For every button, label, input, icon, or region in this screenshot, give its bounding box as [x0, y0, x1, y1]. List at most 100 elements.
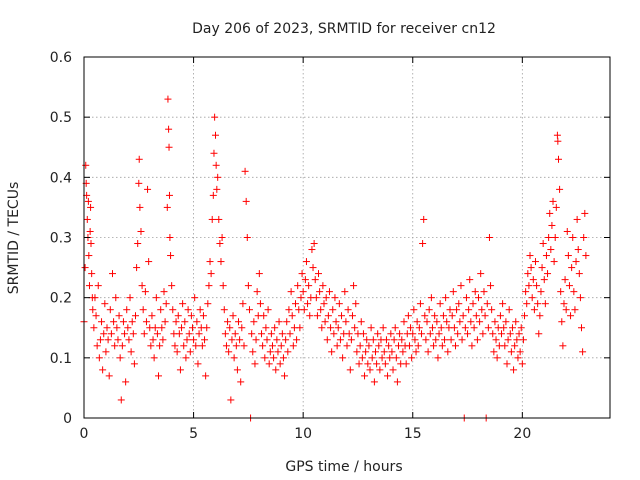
data-point — [238, 324, 246, 332]
data-point — [475, 294, 482, 302]
data-point — [302, 258, 310, 266]
data-point — [414, 342, 422, 350]
data-point — [309, 264, 317, 272]
data-point — [461, 324, 469, 332]
data-point — [161, 318, 169, 326]
data-point — [222, 342, 230, 350]
x-tick-label: 0 — [80, 426, 89, 442]
data-point — [345, 330, 353, 338]
data-point — [388, 348, 396, 356]
data-point — [567, 312, 575, 320]
data-point — [558, 318, 566, 326]
data-point — [415, 324, 423, 332]
data-point — [211, 113, 219, 121]
data-point — [99, 366, 107, 374]
data-point — [353, 348, 361, 356]
data-point — [549, 197, 557, 205]
data-point — [207, 270, 215, 278]
data-point — [363, 336, 371, 344]
data-point — [213, 185, 221, 193]
data-point — [327, 324, 335, 332]
data-point — [98, 318, 106, 326]
data-point — [210, 149, 218, 157]
data-point — [368, 354, 376, 362]
data-point — [581, 209, 589, 217]
y-tick-label: 0.6 — [50, 50, 72, 66]
data-point — [259, 342, 267, 350]
data-point — [221, 330, 229, 338]
data-point — [420, 215, 428, 223]
data-point — [416, 300, 424, 308]
data-point — [402, 360, 410, 368]
data-point — [95, 354, 103, 362]
x-tick-label: 5 — [189, 426, 198, 442]
data-point — [506, 330, 514, 338]
data-point — [235, 318, 243, 326]
data-point — [297, 294, 305, 302]
data-point — [190, 336, 198, 344]
data-point — [552, 203, 560, 211]
data-point — [464, 330, 472, 338]
data-point — [347, 336, 355, 344]
data-point — [132, 312, 140, 320]
data-point — [504, 336, 512, 344]
data-point — [316, 288, 324, 296]
data-point — [296, 324, 304, 332]
data-point — [496, 312, 504, 320]
data-point — [380, 348, 388, 356]
data-point — [301, 276, 309, 284]
data-point — [387, 330, 395, 338]
data-point — [100, 330, 108, 338]
data-point — [559, 342, 567, 350]
data-point — [366, 366, 374, 374]
data-point — [191, 294, 199, 302]
data-point — [275, 318, 283, 326]
data-point — [308, 246, 316, 254]
data-point — [428, 324, 436, 332]
data-point — [224, 318, 232, 326]
data-point — [573, 215, 581, 223]
data-point — [436, 300, 444, 308]
data-point — [281, 372, 289, 380]
data-point — [395, 342, 403, 350]
data-point — [86, 227, 94, 235]
data-point — [165, 143, 173, 151]
data-point — [447, 336, 455, 344]
data-point — [248, 330, 256, 338]
data-point — [528, 294, 536, 302]
data-point — [386, 354, 394, 362]
data-point — [125, 336, 133, 344]
data-point — [157, 306, 165, 314]
data-point — [385, 342, 393, 350]
data-point — [298, 270, 306, 278]
data-point — [483, 300, 491, 308]
data-point — [159, 336, 167, 344]
data-point — [517, 324, 525, 332]
data-point — [524, 270, 532, 278]
data-point — [96, 336, 104, 344]
data-point — [332, 318, 340, 326]
data-point — [142, 318, 150, 326]
data-point — [226, 324, 234, 332]
data-point — [115, 312, 123, 320]
data-point — [434, 354, 442, 362]
data-point — [212, 161, 220, 169]
data-point — [357, 318, 365, 326]
data-point — [423, 318, 431, 326]
data-point — [371, 348, 379, 356]
data-point — [264, 306, 272, 314]
data-point — [174, 312, 182, 320]
data-point — [553, 131, 561, 139]
data-point — [152, 294, 160, 302]
data-point — [237, 378, 245, 386]
data-point — [530, 306, 538, 314]
data-point — [206, 258, 214, 266]
data-point — [556, 185, 564, 193]
data-point — [536, 312, 544, 320]
y-tick-label: 0.4 — [50, 170, 72, 186]
data-point — [179, 300, 187, 308]
data-point — [320, 300, 328, 308]
data-point — [118, 342, 126, 350]
data-point — [136, 203, 144, 211]
data-point — [300, 306, 308, 314]
